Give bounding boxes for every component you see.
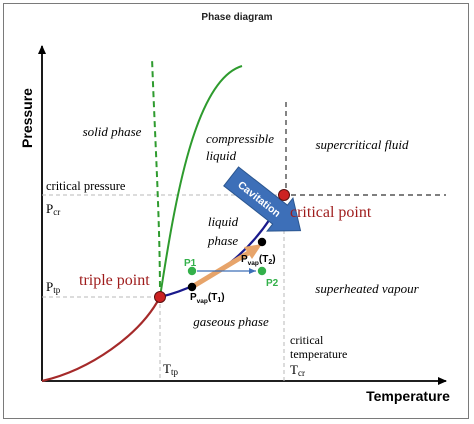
compressible-liquid-label: liquid bbox=[206, 148, 237, 163]
pvap-t2-point bbox=[257, 237, 267, 247]
ptp-label: Ptp bbox=[46, 279, 61, 295]
tcr-label: Tcr bbox=[290, 362, 305, 378]
diagram-title: Phase diagram bbox=[201, 12, 272, 23]
critical-pressure-label: critical pressure bbox=[46, 179, 126, 193]
solid-phase-label: solid phase bbox=[83, 124, 142, 139]
pvap-t1-label: Pvap(T1) bbox=[190, 292, 225, 305]
pvap-t1-point bbox=[187, 282, 197, 292]
diagram-frame bbox=[3, 3, 469, 419]
sublimation-curve bbox=[41, 296, 161, 383]
ttp-label: Ttp bbox=[163, 361, 178, 377]
p2-label: P2 bbox=[266, 278, 279, 289]
triple-point-marker bbox=[154, 291, 166, 303]
compressible-label: compressible bbox=[206, 131, 274, 146]
pvap-t2-label: Pvap(T2) bbox=[241, 254, 276, 267]
gaseous-phase-label: gaseous phase bbox=[193, 314, 269, 329]
critical-point-marker bbox=[278, 189, 290, 201]
p1-label: P1 bbox=[184, 258, 197, 269]
supercritical-fluid-label: supercritical fluid bbox=[315, 137, 409, 152]
liquid-label: liquid bbox=[208, 214, 239, 229]
solid-liquid-dashed-curve bbox=[151, 57, 161, 298]
orange-arrow bbox=[190, 244, 262, 290]
liquid-phase-label: phase bbox=[207, 233, 239, 248]
critical-temperature-label-2: temperature bbox=[290, 347, 347, 361]
critical-temperature-label-1: critical bbox=[290, 333, 324, 347]
p1-point bbox=[187, 266, 197, 276]
x-axis-label: Temperature bbox=[366, 388, 450, 404]
superheated-vapour-label: superheated vapour bbox=[315, 281, 419, 296]
supercritical-boundary bbox=[285, 102, 446, 196]
p2-point bbox=[257, 266, 267, 276]
critical-point-label: critical point bbox=[290, 204, 372, 221]
y-axis-label: Pressure bbox=[19, 88, 35, 148]
melting-curve bbox=[159, 65, 243, 298]
pcr-label: Pcr bbox=[46, 201, 60, 217]
triple-point-label: triple point bbox=[79, 272, 150, 289]
